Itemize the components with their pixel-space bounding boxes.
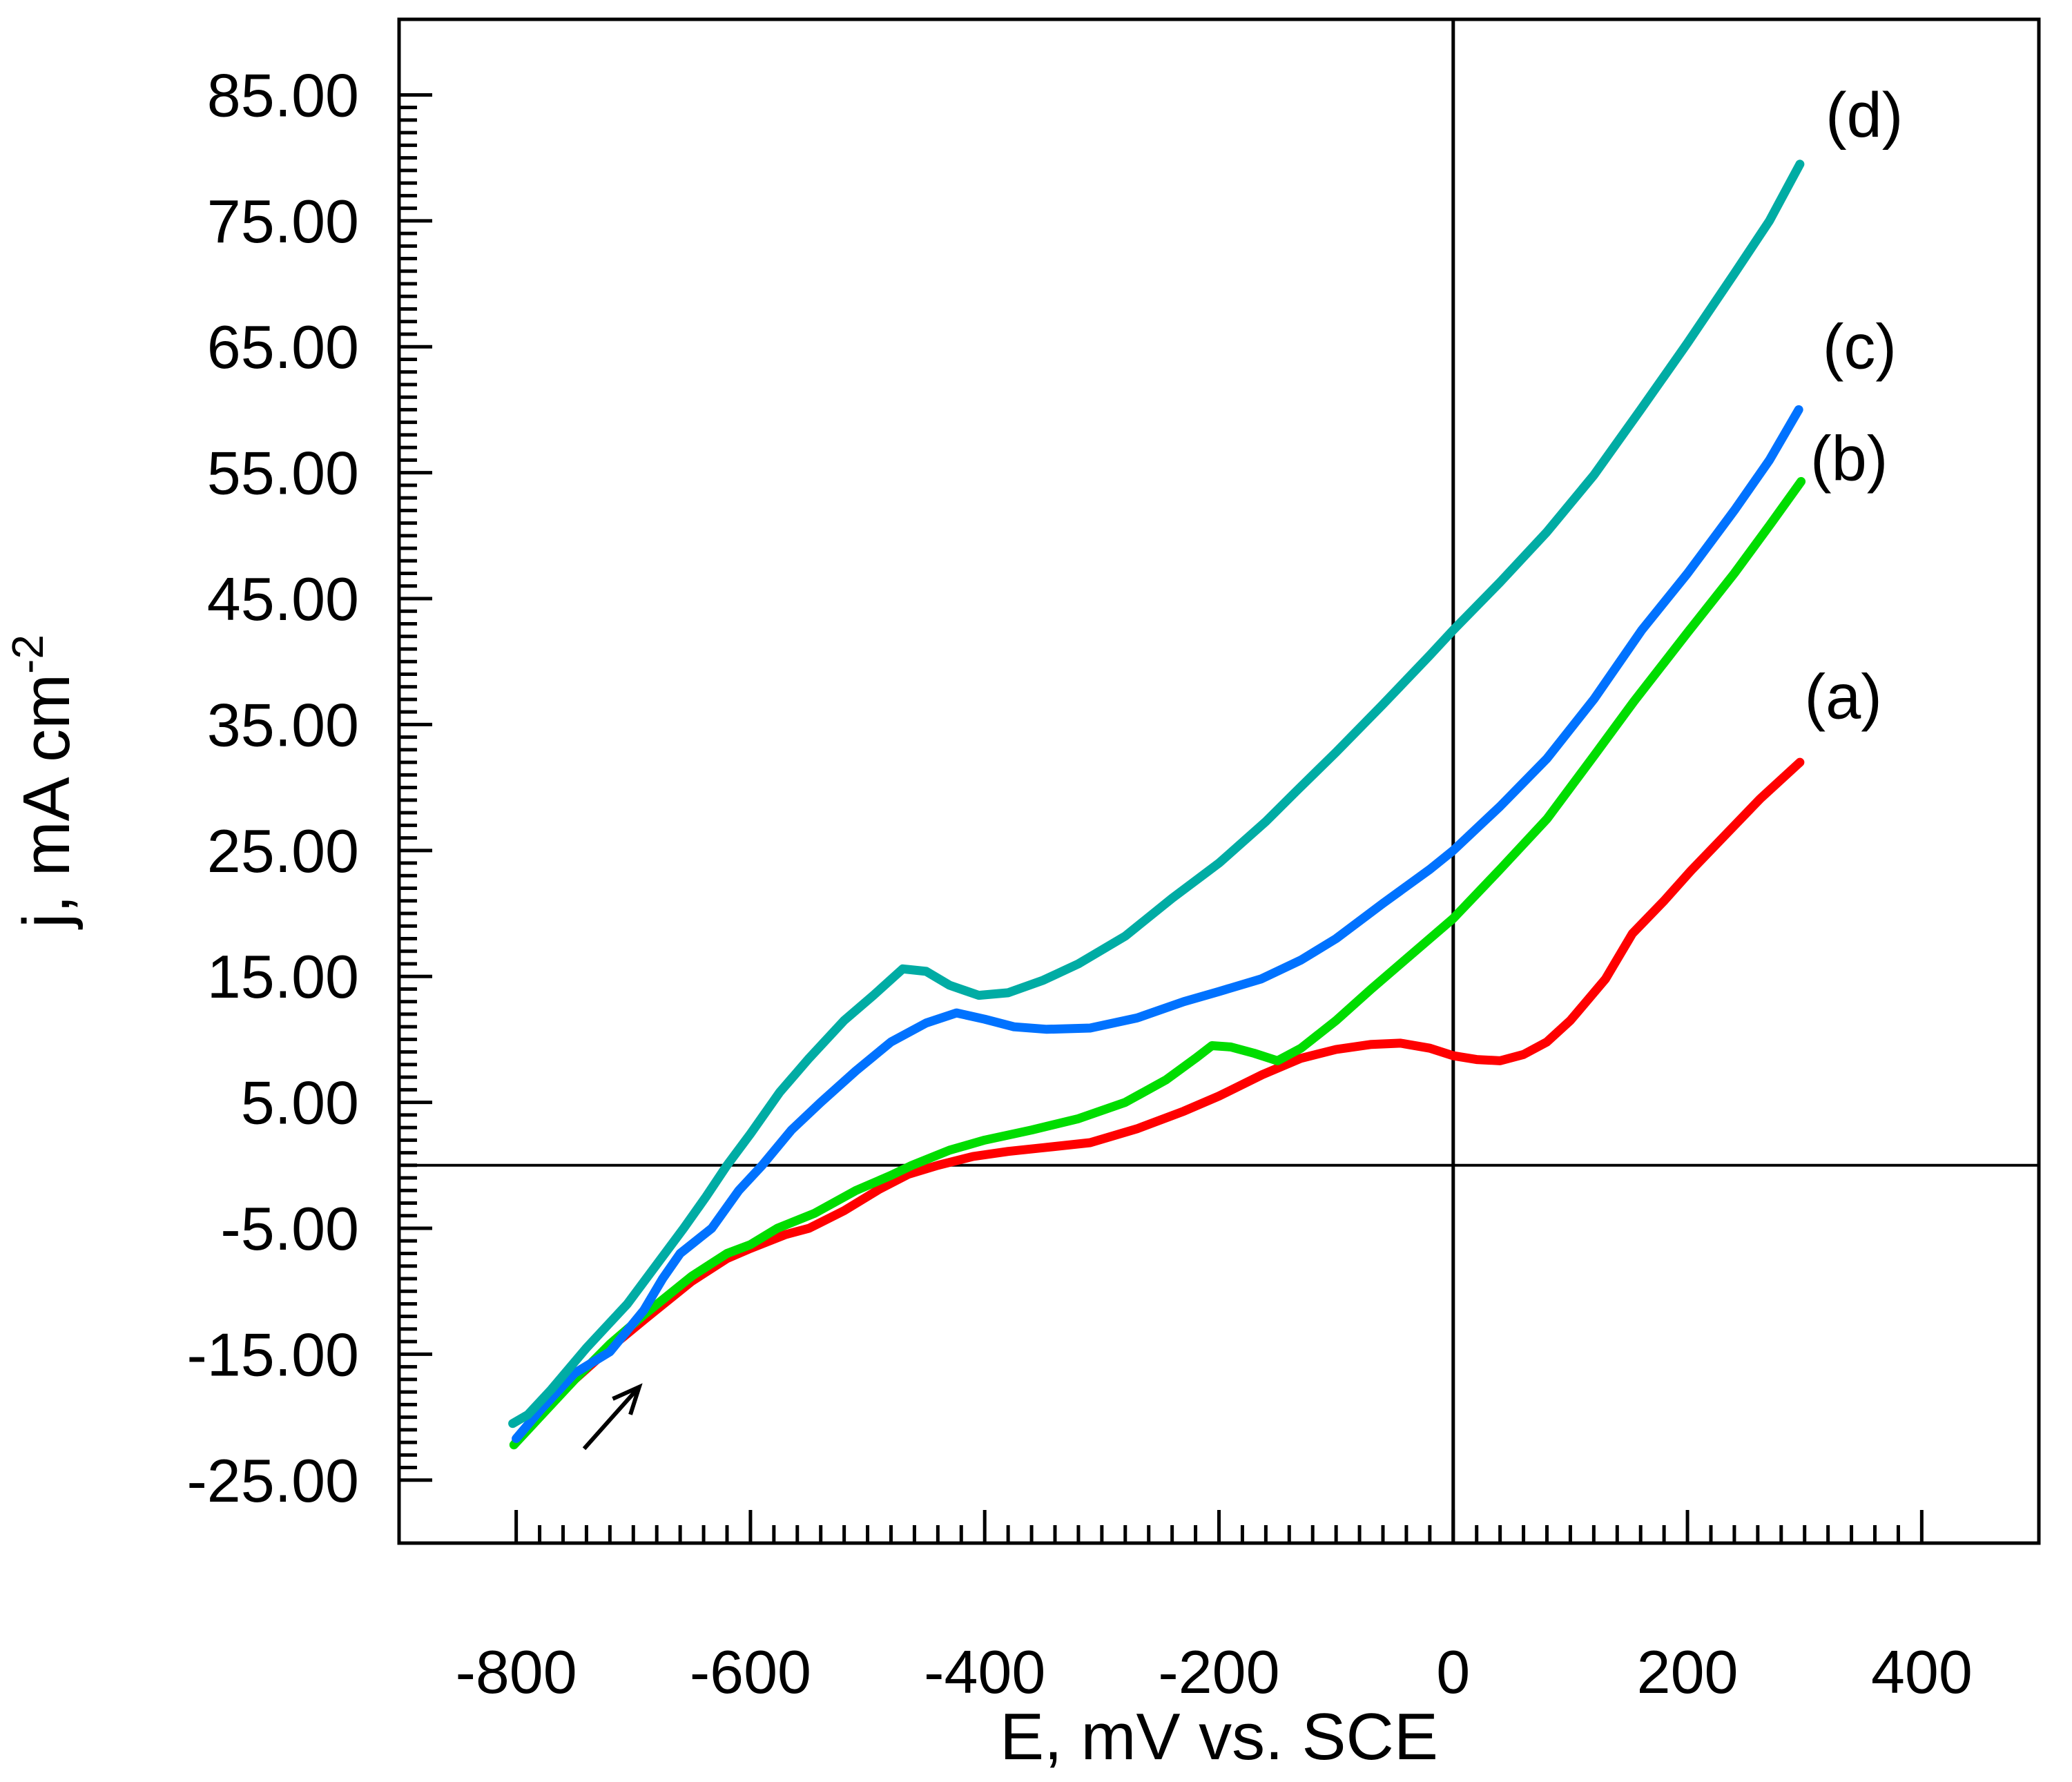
x-tick-label: -600: [690, 1638, 811, 1706]
curve-label-a: (a): [1804, 661, 1881, 732]
curve-label-d: (d): [1826, 80, 1903, 151]
series-curve-b: [509, 476, 1806, 1450]
curve-label-b: (b): [1810, 424, 1888, 494]
y-tick-label: 85.00: [207, 61, 359, 129]
y-tick-label: 15.00: [207, 942, 359, 1011]
y-axis-title: j, mA cm-2: [3, 635, 84, 930]
y-tick-label: 25.00: [207, 817, 359, 885]
y-tick-label: -15.00: [186, 1320, 359, 1388]
x-tick-label: -200: [1158, 1638, 1279, 1706]
y-tick-label: 45.00: [207, 565, 359, 633]
x-tick-label: -800: [456, 1638, 577, 1706]
series-curve-c: [512, 405, 1803, 1444]
y-tick-label: 75.00: [207, 187, 359, 255]
scan-direction-arrowhead: [612, 1383, 643, 1415]
y-tick-label: -25.00: [186, 1446, 359, 1515]
series-curve-d: [508, 159, 1805, 1428]
x-axis-title: E, mV vs. SCE: [1000, 1700, 1438, 1774]
curve-label-c: (c): [1823, 311, 1897, 382]
series-curve-a: [512, 757, 1805, 1446]
y-tick-label: -5.00: [220, 1194, 359, 1263]
y-tick-label: 5.00: [241, 1069, 359, 1137]
x-tick-label: 200: [1637, 1638, 1739, 1706]
y-tick-label: 55.00: [207, 439, 359, 507]
y-tick-label: 65.00: [207, 313, 359, 381]
scan-direction-arrow: [582, 1385, 641, 1451]
x-tick-label: 0: [1436, 1638, 1470, 1706]
y-tick-label: 35.00: [207, 690, 359, 759]
x-tick-label: -400: [924, 1638, 1045, 1706]
x-tick-label: 400: [1871, 1638, 1973, 1706]
